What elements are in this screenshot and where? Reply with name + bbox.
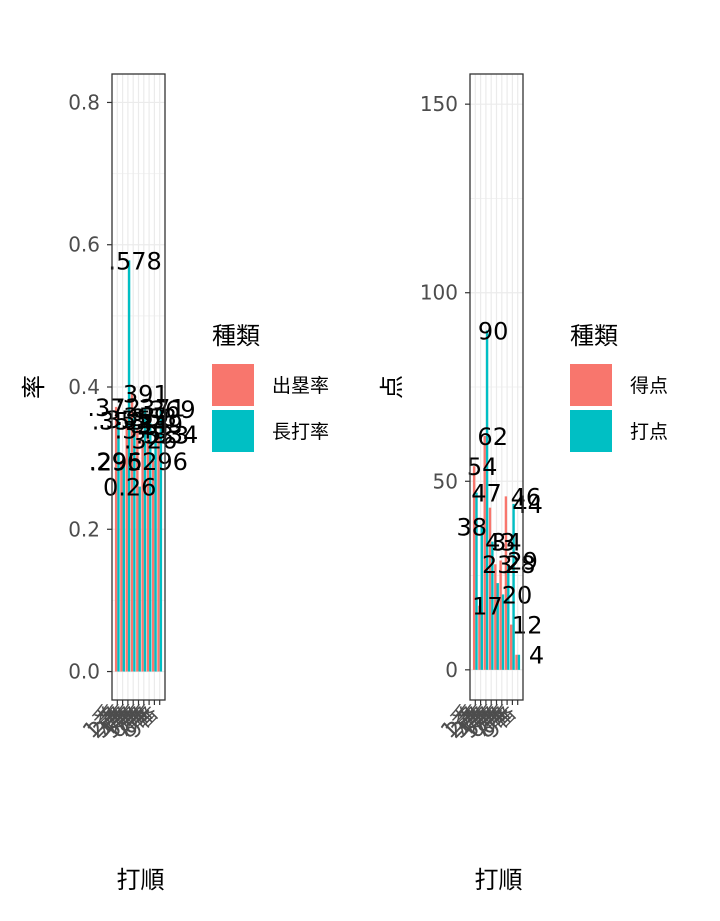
bar-長打率-1: [117, 420, 120, 672]
bar-出塁率-3: [125, 419, 128, 672]
legend-key: [570, 410, 612, 452]
bar-出塁率-4: [130, 393, 134, 672]
value-label: 54: [467, 453, 498, 481]
bar-得点-5: [494, 564, 497, 670]
value-label: .355: [98, 406, 151, 434]
legend-key: [570, 364, 612, 406]
bar-得点-4: [488, 507, 492, 670]
value-label: .371: [132, 395, 185, 423]
bar-長打率-2: [122, 461, 125, 672]
value-label: .334: [145, 421, 198, 449]
bar-得点-3: [483, 436, 486, 670]
value-label: .369: [142, 396, 195, 424]
bar-得点-8: [510, 624, 513, 670]
value-label: 46: [511, 483, 542, 511]
value-label: .391: [115, 380, 168, 408]
value-label: 44: [512, 491, 543, 519]
value-label: 34: [491, 529, 522, 557]
value-label: 62: [477, 423, 508, 451]
bar-出塁率-2: [120, 460, 123, 672]
legend-title: 種類: [212, 322, 260, 350]
y-tick-label: 0.8: [68, 90, 100, 114]
value-label: .358: [123, 404, 176, 432]
value-label: 47: [471, 480, 502, 508]
value-label: .340: [115, 417, 168, 445]
legend-key: [212, 364, 254, 406]
bar-打点-3: [485, 330, 489, 670]
bar-長打率-8: [154, 433, 157, 672]
bar-長打率-5: [138, 486, 141, 672]
legend-label: 出塁率: [272, 375, 329, 397]
bar-得点-2: [478, 605, 481, 670]
value-label: 17: [472, 593, 503, 621]
value-label: .333: [136, 422, 189, 450]
bar-出塁率-1: [114, 406, 118, 672]
legend-label: 得点: [630, 375, 668, 397]
legend-label: 長打率: [272, 421, 329, 443]
bar-得点-9: [515, 654, 518, 670]
bar-打点-7: [507, 564, 510, 670]
bar-打点-9: [517, 654, 521, 670]
bar-打点-1: [475, 492, 478, 670]
value-label: .349: [130, 410, 183, 438]
value-label: .578: [108, 247, 161, 275]
value-label: 12: [512, 612, 543, 640]
y-tick-label: 50: [433, 469, 458, 493]
y-axis-title: 点: [378, 375, 406, 399]
bar-打点-4: [491, 541, 494, 670]
value-label: 20: [502, 581, 533, 609]
value-label: 0.26: [103, 474, 156, 502]
x-axis-title: 打順: [475, 866, 523, 894]
legend-key: [212, 410, 254, 452]
bar-出塁率-9: [157, 434, 160, 672]
value-label: 43: [485, 529, 516, 557]
bar-出塁率-5: [136, 429, 139, 672]
bar-長打率-4: [133, 416, 136, 672]
bar-長打率-3: [127, 260, 131, 672]
bar-長打率-6: [143, 407, 147, 672]
value-label: .372: [87, 394, 140, 422]
y-tick-label: 0.4: [68, 375, 100, 399]
y-tick-label: 0.0: [68, 660, 100, 684]
value-label: 4: [529, 642, 544, 670]
y-tick-label: 0.6: [68, 233, 100, 257]
bar-長打率-7: [149, 423, 152, 672]
y-tick-label: 150: [420, 92, 458, 116]
y-axis-title: 率: [20, 375, 48, 399]
value-label: .326: [124, 427, 177, 455]
bar-打点-8: [512, 503, 515, 670]
bar-出塁率-7: [146, 416, 150, 672]
value-label: .296: [89, 448, 142, 476]
chart-panel-2: 5447433817629034292823204644124050100150…: [378, 73, 668, 894]
value-label: 28: [505, 551, 536, 579]
y-tick-label: 0: [445, 658, 458, 682]
bar-長打率-9: [159, 409, 163, 672]
bar-得点-6: [499, 560, 502, 670]
value-label: 90: [478, 317, 509, 345]
y-tick-label: 0.2: [68, 517, 100, 541]
value-label: 23: [482, 551, 513, 579]
x-axis-title: 打順: [117, 866, 165, 894]
value-label: .295: [89, 449, 142, 477]
value-label: .353: [92, 407, 145, 435]
bar-打点-2: [480, 526, 483, 670]
bar-出塁率-8: [152, 460, 155, 672]
bar-得点-7: [504, 496, 508, 670]
bar-出塁率-6: [141, 439, 144, 672]
bar-得点-1: [472, 466, 476, 670]
chart-panel-1: .372 .296 .355.391 .340.326.358 .296.333.353…: [20, 73, 329, 894]
y-tick-label: 100: [420, 281, 458, 305]
value-label: .296: [134, 448, 187, 476]
value-label: 38: [457, 514, 488, 542]
bar-打点-5: [496, 583, 499, 670]
legend-title: 種類: [570, 322, 618, 350]
legend-label: 打点: [630, 421, 668, 443]
value-label: .359: [116, 403, 169, 431]
bar-打点-6: [501, 594, 505, 670]
